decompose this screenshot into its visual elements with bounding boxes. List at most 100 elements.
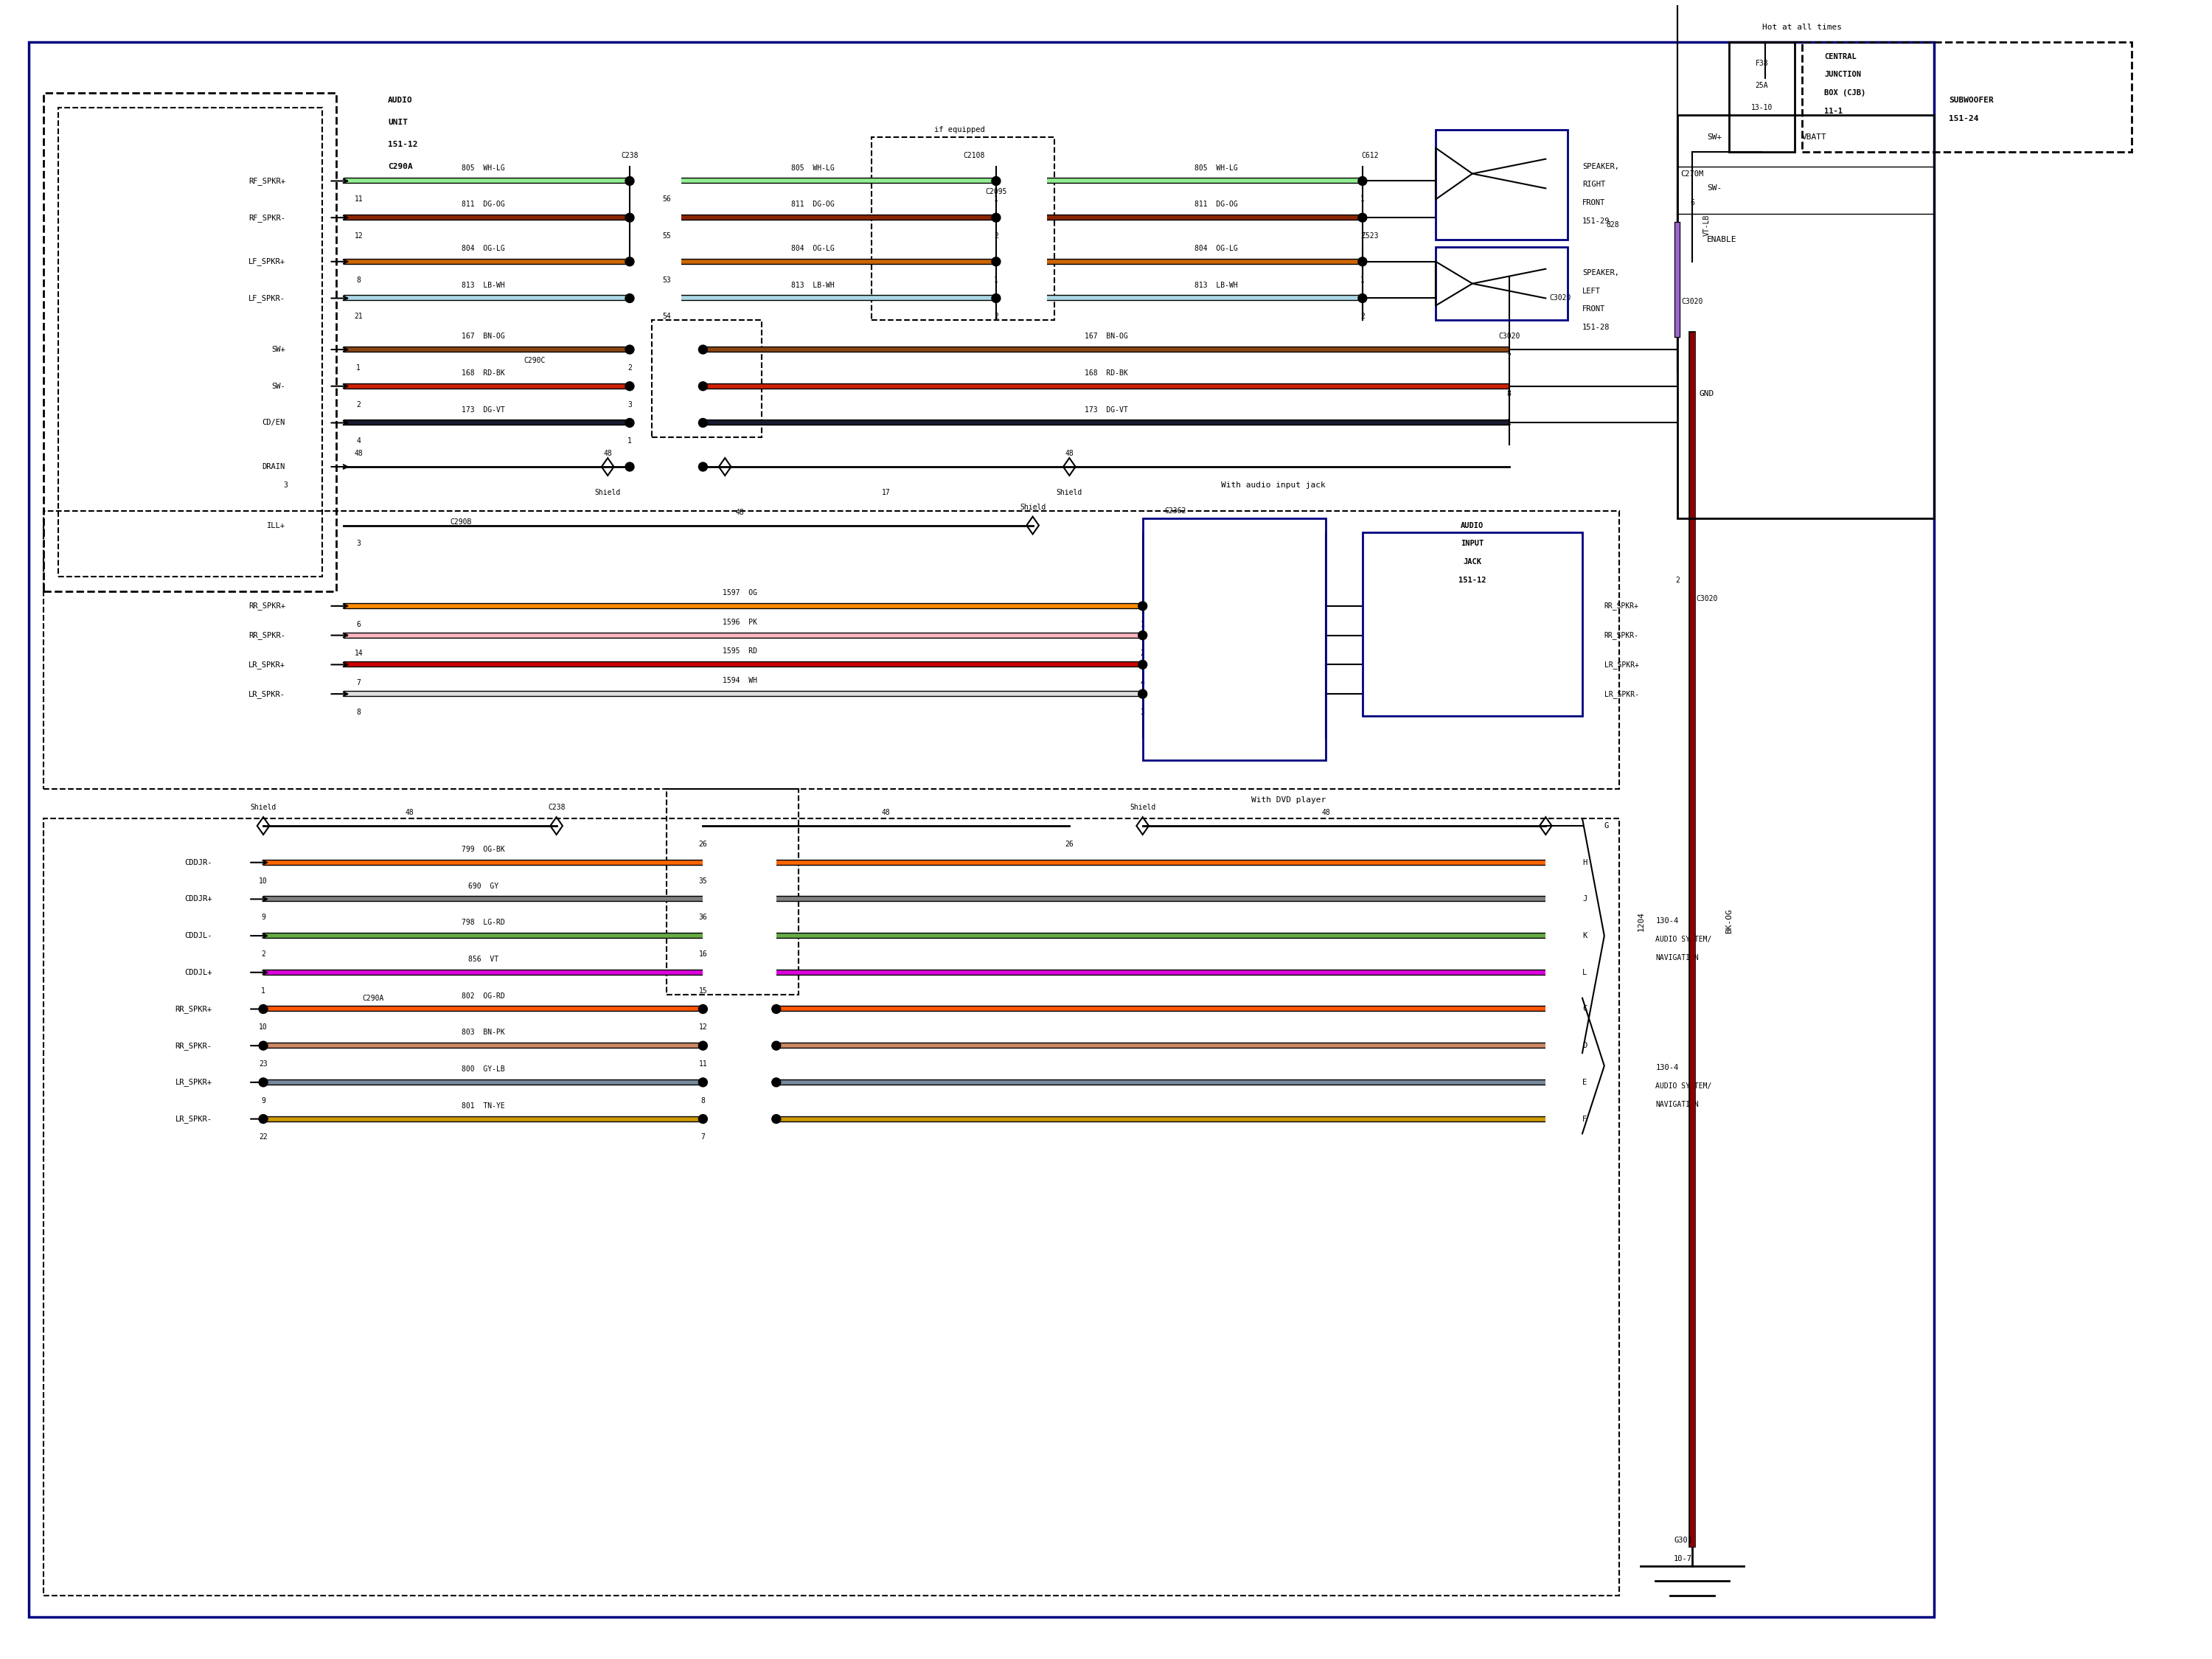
Circle shape	[626, 418, 635, 428]
Bar	[44, 93, 336, 591]
Text: 805  WH-LG: 805 WH-LG	[462, 164, 504, 171]
Bar	[1677, 114, 1933, 518]
Circle shape	[699, 1042, 708, 1050]
Text: 11: 11	[354, 196, 363, 202]
Text: 10-7: 10-7	[1674, 1554, 1692, 1563]
Circle shape	[1358, 214, 1367, 222]
Text: 21: 21	[354, 314, 363, 320]
Text: 10: 10	[259, 1024, 268, 1030]
Text: INPUT: INPUT	[1460, 541, 1484, 547]
Text: 10: 10	[259, 878, 268, 884]
Text: if equipped: if equipped	[933, 126, 984, 133]
Text: CENTRAL: CENTRAL	[1825, 53, 1856, 60]
Text: CDDJR-: CDDJR-	[184, 859, 212, 866]
Text: 1204: 1204	[1637, 911, 1644, 931]
Bar	[44, 511, 1619, 790]
Text: C2108: C2108	[962, 151, 984, 159]
Text: LF_SPKR+: LF_SPKR+	[248, 257, 285, 265]
Text: 2: 2	[261, 951, 265, 957]
Text: CD/EN: CD/EN	[263, 420, 285, 426]
Text: 53: 53	[661, 277, 670, 284]
Circle shape	[1139, 630, 1148, 640]
Text: 2: 2	[628, 365, 633, 372]
Text: Shield: Shield	[595, 489, 622, 496]
Text: 811  DG-OG: 811 DG-OG	[1194, 201, 1237, 207]
Bar	[44, 818, 1619, 1596]
Circle shape	[626, 257, 635, 265]
Text: 130-4: 130-4	[1655, 917, 1679, 924]
Text: 1595  RD: 1595 RD	[723, 647, 757, 655]
Text: 16: 16	[699, 951, 708, 957]
Circle shape	[626, 463, 635, 471]
Circle shape	[991, 257, 1000, 265]
Text: 3: 3	[283, 481, 288, 489]
Text: H: H	[1582, 859, 1586, 866]
Bar	[666, 790, 799, 994]
Text: 804  OG-LG: 804 OG-LG	[792, 246, 834, 252]
Text: 801  TN-YE: 801 TN-YE	[462, 1102, 504, 1110]
Text: 12: 12	[354, 232, 363, 239]
Text: 1596  PK: 1596 PK	[723, 619, 757, 625]
Text: C290A: C290A	[363, 994, 385, 1002]
Text: 1597  OG: 1597 OG	[723, 589, 757, 597]
Circle shape	[259, 1078, 268, 1087]
Circle shape	[259, 1042, 268, 1050]
Circle shape	[699, 1005, 708, 1014]
Text: 1: 1	[1360, 196, 1365, 202]
Text: 48: 48	[405, 810, 414, 816]
Text: 1: 1	[993, 277, 998, 284]
Bar	[1436, 247, 1568, 320]
Circle shape	[1358, 257, 1367, 265]
Text: 11: 11	[699, 1060, 708, 1068]
Text: C238: C238	[622, 151, 639, 159]
Text: CDDJR+: CDDJR+	[184, 896, 212, 902]
Text: 828: 828	[1606, 221, 1619, 229]
Text: 804  OG-LG: 804 OG-LG	[1194, 246, 1237, 252]
Text: NAVIGATION: NAVIGATION	[1655, 954, 1699, 962]
Circle shape	[1139, 602, 1148, 611]
Text: 48: 48	[734, 509, 743, 516]
Circle shape	[699, 345, 708, 353]
Circle shape	[772, 1115, 781, 1123]
Text: 802  OG-RD: 802 OG-RD	[462, 992, 504, 999]
Text: J: J	[1582, 896, 1586, 902]
Text: 56: 56	[661, 196, 670, 202]
Text: 1: 1	[1360, 277, 1365, 284]
Text: 8: 8	[701, 1097, 706, 1105]
Text: 151-29: 151-29	[1582, 217, 1610, 226]
Text: 173  DG-VT: 173 DG-VT	[462, 406, 504, 413]
Circle shape	[259, 1005, 268, 1014]
Text: LF_SPKR-: LF_SPKR-	[248, 294, 285, 302]
Text: 2: 2	[993, 314, 998, 320]
Text: 805  WH-LG: 805 WH-LG	[1194, 164, 1237, 171]
Text: SUBWOOFER: SUBWOOFER	[1949, 96, 1993, 105]
Text: 804  OG-LG: 804 OG-LG	[462, 246, 504, 252]
Text: 2: 2	[356, 401, 361, 408]
Text: 48: 48	[354, 450, 363, 458]
Text: 173  DG-VT: 173 DG-VT	[1084, 406, 1128, 413]
Text: 12: 12	[699, 1024, 708, 1030]
Bar	[1363, 533, 1582, 717]
Text: 805  WH-LG: 805 WH-LG	[792, 164, 834, 171]
Text: 1: 1	[356, 365, 361, 372]
Text: Shield: Shield	[250, 805, 276, 811]
Text: 690  GY: 690 GY	[469, 883, 498, 889]
Text: 8: 8	[356, 708, 361, 717]
Circle shape	[259, 1115, 268, 1123]
Text: 2: 2	[1674, 577, 1679, 584]
Bar	[1803, 41, 2132, 151]
Circle shape	[1358, 176, 1367, 186]
Text: Shield: Shield	[1130, 805, 1155, 811]
Text: G301: G301	[1674, 1536, 1692, 1545]
Circle shape	[1358, 294, 1367, 302]
Bar	[58, 108, 323, 577]
Circle shape	[772, 1005, 781, 1014]
Text: C270M: C270M	[1681, 169, 1703, 178]
Text: 1: 1	[261, 987, 265, 994]
Circle shape	[991, 214, 1000, 222]
Text: LR_SPKR+: LR_SPKR+	[1604, 660, 1639, 669]
Text: 9: 9	[261, 1097, 265, 1105]
Text: 3: 3	[356, 541, 361, 547]
Circle shape	[699, 1115, 708, 1123]
Circle shape	[991, 294, 1000, 302]
